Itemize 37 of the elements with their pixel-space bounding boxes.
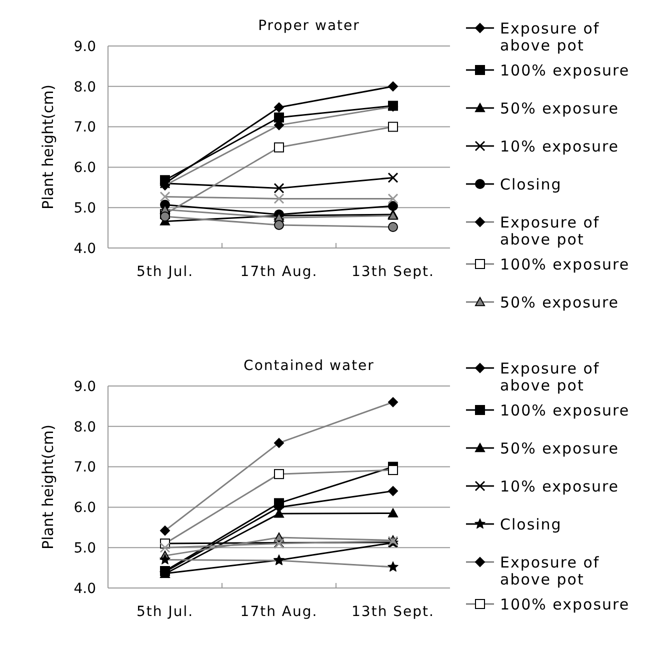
legend-label: 50% exposure	[500, 99, 620, 118]
legend-label: Exposure of above pot	[500, 359, 600, 394]
legend-label: Exposure of above pot	[500, 553, 600, 588]
legend-label: 100% exposure	[500, 595, 630, 614]
y-tick-label: 9.0	[74, 378, 96, 395]
legend-label: 50% exposure	[500, 439, 620, 458]
y-tick-label: 5.0	[74, 540, 96, 556]
legend-label: 10% exposure	[500, 137, 620, 156]
legend-label: Closing	[500, 515, 562, 534]
y-tick-label: 5.0	[74, 200, 96, 216]
x-tick-label: 5th Jul.	[136, 604, 194, 620]
legend-label: 10% exposure	[500, 477, 620, 496]
y-tick-label: 9.0	[74, 38, 96, 55]
y-tick-label: 4.0	[74, 240, 96, 257]
y-tick-label: 8.0	[74, 79, 96, 96]
x-tick-label: 17th Aug.	[240, 604, 318, 620]
legend-label: 100% exposure	[500, 401, 630, 420]
y-tick-label: 4.0	[74, 580, 96, 597]
y-tick-label: 6.0	[74, 500, 96, 516]
x-tick-label: 13th Sept.	[352, 604, 434, 620]
legend-label: Exposure of above pot	[500, 213, 600, 248]
legend-label: 50% exposure	[500, 293, 620, 312]
y-axis-title: Plant height(cm)	[39, 424, 57, 550]
legend-label: Closing	[500, 175, 562, 194]
y-tick-label: 6.0	[74, 160, 96, 176]
chart-title: Proper water	[258, 18, 360, 34]
x-tick-label: 13th Sept.	[352, 264, 434, 280]
y-axis-title: Plant height(cm)	[39, 84, 57, 210]
x-tick-label: 17th Aug.	[240, 264, 318, 280]
chart-title: Contained water	[244, 358, 374, 374]
legend-label: 100% exposure	[500, 255, 630, 274]
legend-label: 100% exposure	[500, 61, 630, 80]
legend-label: Exposure of above pot	[500, 19, 600, 54]
y-tick-label: 7.0	[74, 120, 96, 136]
y-tick-label: 8.0	[74, 419, 96, 436]
x-tick-label: 5th Jul.	[136, 264, 194, 280]
y-tick-label: 7.0	[74, 460, 96, 476]
